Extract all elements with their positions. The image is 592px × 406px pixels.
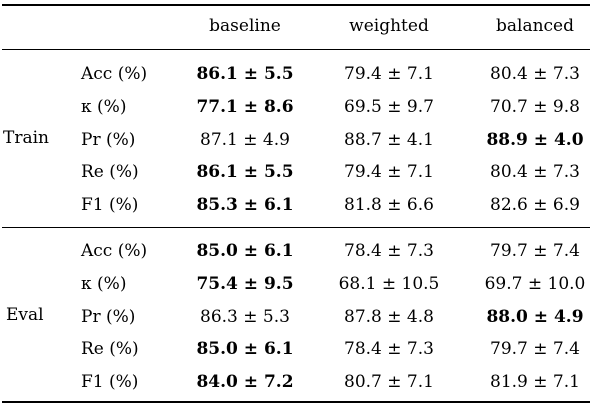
table-cell: 75.4 ± 9.5 — [196, 274, 294, 294]
table-cell: 86.1 ± 5.5 — [196, 64, 294, 84]
table-cell: 77.1 ± 8.6 — [196, 97, 294, 117]
metric-label: κ (%) — [81, 274, 127, 294]
metric-label: κ (%) — [81, 97, 127, 117]
bottom-rule — [2, 401, 590, 403]
table-cell: 86.1 ± 5.5 — [196, 162, 294, 182]
table-cell: 80.4 ± 7.3 — [490, 162, 580, 182]
column-header-baseline: baseline — [209, 16, 281, 36]
metric-label: Acc (%) — [81, 64, 148, 84]
table-cell: 86.3 ± 5.3 — [200, 307, 290, 327]
table-cell: 87.8 ± 4.8 — [344, 307, 434, 327]
table-cell: 87.1 ± 4.9 — [200, 130, 290, 150]
column-header-weighted: weighted — [349, 16, 429, 36]
table-cell: 79.4 ± 7.1 — [344, 162, 434, 182]
table-cell: 79.7 ± 7.4 — [490, 241, 580, 261]
table-cell: 80.4 ± 7.3 — [490, 64, 580, 84]
table-cell: 68.1 ± 10.5 — [338, 274, 440, 294]
table-cell: 82.6 ± 6.9 — [490, 195, 580, 215]
table-cell: 80.7 ± 7.1 — [344, 372, 434, 392]
metric-label: Re (%) — [81, 162, 139, 182]
metric-label: F1 (%) — [81, 195, 139, 215]
column-header-balanced: balanced — [495, 16, 575, 36]
group-label-train: Train — [3, 128, 49, 148]
table-cell: 79.4 ± 7.1 — [344, 64, 434, 84]
metric-label: Acc (%) — [81, 241, 148, 261]
metric-label: Re (%) — [81, 339, 139, 359]
table-cell: 81.8 ± 6.6 — [344, 195, 434, 215]
table-cell: 69.7 ± 10.0 — [484, 274, 586, 294]
metric-label: Pr (%) — [81, 307, 136, 327]
group-label-eval: Eval — [6, 305, 44, 325]
table-cell: 78.4 ± 7.3 — [344, 339, 434, 359]
top-rule — [2, 4, 590, 6]
table-cell: 85.0 ± 6.1 — [196, 339, 294, 359]
table-cell: 69.5 ± 9.7 — [344, 97, 434, 117]
table-cell: 84.0 ± 7.2 — [196, 372, 294, 392]
group-separator-rule — [2, 227, 590, 228]
table-cell: 88.0 ± 4.9 — [486, 307, 584, 327]
table-cell: 88.7 ± 4.1 — [344, 130, 434, 150]
metric-label: Pr (%) — [81, 130, 136, 150]
table-cell: 78.4 ± 7.3 — [344, 241, 434, 261]
header-rule — [2, 49, 590, 50]
table-cell: 85.3 ± 6.1 — [196, 195, 294, 215]
table-cell: 79.7 ± 7.4 — [490, 339, 580, 359]
table-cell: 88.9 ± 4.0 — [486, 130, 584, 150]
table-cell: 85.0 ± 6.1 — [196, 241, 294, 261]
table-cell: 81.9 ± 7.1 — [490, 372, 580, 392]
table-cell: 70.7 ± 9.8 — [490, 97, 580, 117]
metric-label: F1 (%) — [81, 372, 139, 392]
